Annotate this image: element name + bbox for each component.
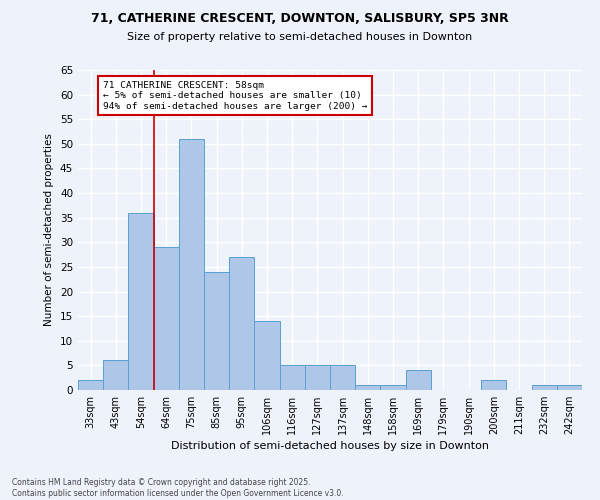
Bar (557, 385, 582, 390)
Bar (179, 139, 204, 390)
Bar (355, 385, 380, 390)
Bar (532, 385, 557, 390)
Text: Size of property relative to semi-detached houses in Downton: Size of property relative to semi-detach… (127, 32, 473, 42)
X-axis label: Distribution of semi-detached houses by size in Downton: Distribution of semi-detached houses by … (171, 441, 489, 451)
Text: 71 CATHERINE CRESCENT: 58sqm
← 5% of semi-detached houses are smaller (10)
94% o: 71 CATHERINE CRESCENT: 58sqm ← 5% of sem… (103, 81, 368, 110)
Y-axis label: Number of semi-detached properties: Number of semi-detached properties (44, 134, 55, 326)
Bar (280, 366, 305, 390)
Bar (406, 370, 431, 390)
Bar (229, 257, 254, 390)
Bar (481, 380, 506, 390)
Bar (78, 380, 103, 390)
Bar (103, 360, 128, 390)
Bar (380, 385, 406, 390)
Text: 71, CATHERINE CRESCENT, DOWNTON, SALISBURY, SP5 3NR: 71, CATHERINE CRESCENT, DOWNTON, SALISBU… (91, 12, 509, 26)
Text: Contains HM Land Registry data © Crown copyright and database right 2025.
Contai: Contains HM Land Registry data © Crown c… (12, 478, 344, 498)
Bar (305, 366, 330, 390)
Bar (128, 213, 154, 390)
Bar (254, 321, 280, 390)
Bar (330, 366, 355, 390)
Bar (154, 247, 179, 390)
Bar (204, 272, 229, 390)
